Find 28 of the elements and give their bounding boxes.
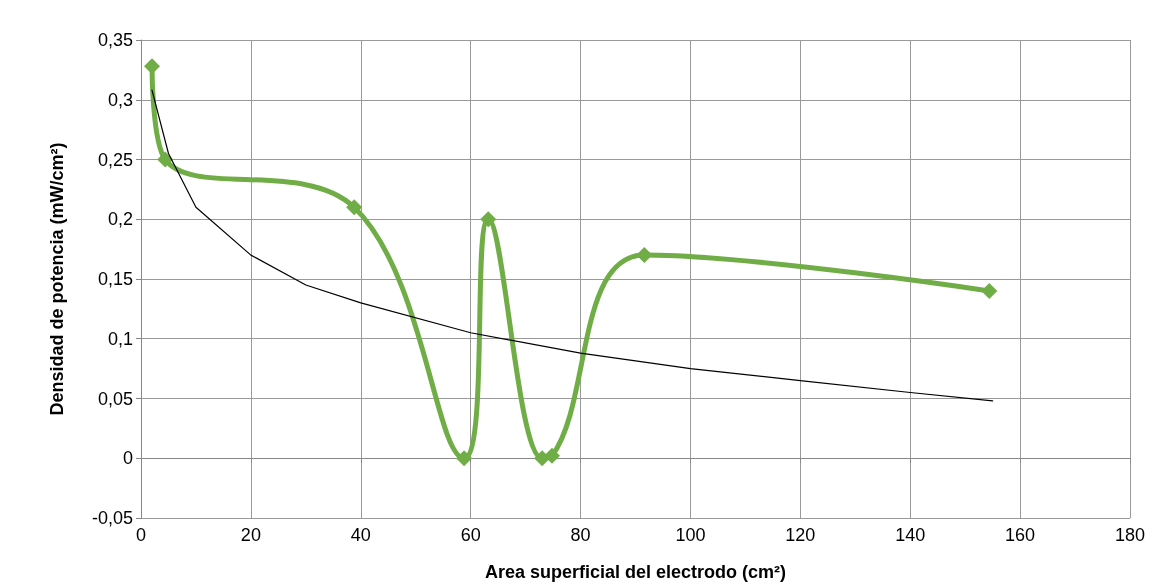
point [480,211,497,228]
line-series [151,89,994,402]
point [157,151,174,168]
point [636,247,653,264]
x-tick-label: 140 [895,525,926,545]
x-tick-label: 80 [570,525,591,545]
point [981,282,998,299]
x-tick-label: 180 [1114,525,1146,545]
x-tick-label: 160 [1005,525,1036,545]
x-tick-label: 60 [460,525,481,545]
x-tick-label: 40 [350,525,371,545]
x-tick-label: 120 [785,525,816,545]
x-axis-title: Area superficial del electrodo (cm²) [484,562,787,582]
point [346,199,363,216]
y-tick-label: 0 [122,448,133,469]
y-tick-label: -0,05 [91,508,133,528]
point [456,450,473,467]
x-tick-label: 20 [240,525,261,545]
y-tick-label: 0,1 [107,328,133,349]
y-tick-label: 0,2 [107,209,133,230]
y-tick-label: 0,3 [107,89,133,110]
x-tick-label: 0 [135,525,147,545]
x-tick-label: 100 [675,525,706,545]
y-tick-label: 0,35 [97,30,133,50]
y-tick-label: 0,15 [97,269,133,289]
y-tick-label: 0,25 [97,149,133,170]
y-tick-label: 0,05 [97,388,133,409]
y-axis-title: Densidad de potencia (mW/cm²) [47,142,67,416]
